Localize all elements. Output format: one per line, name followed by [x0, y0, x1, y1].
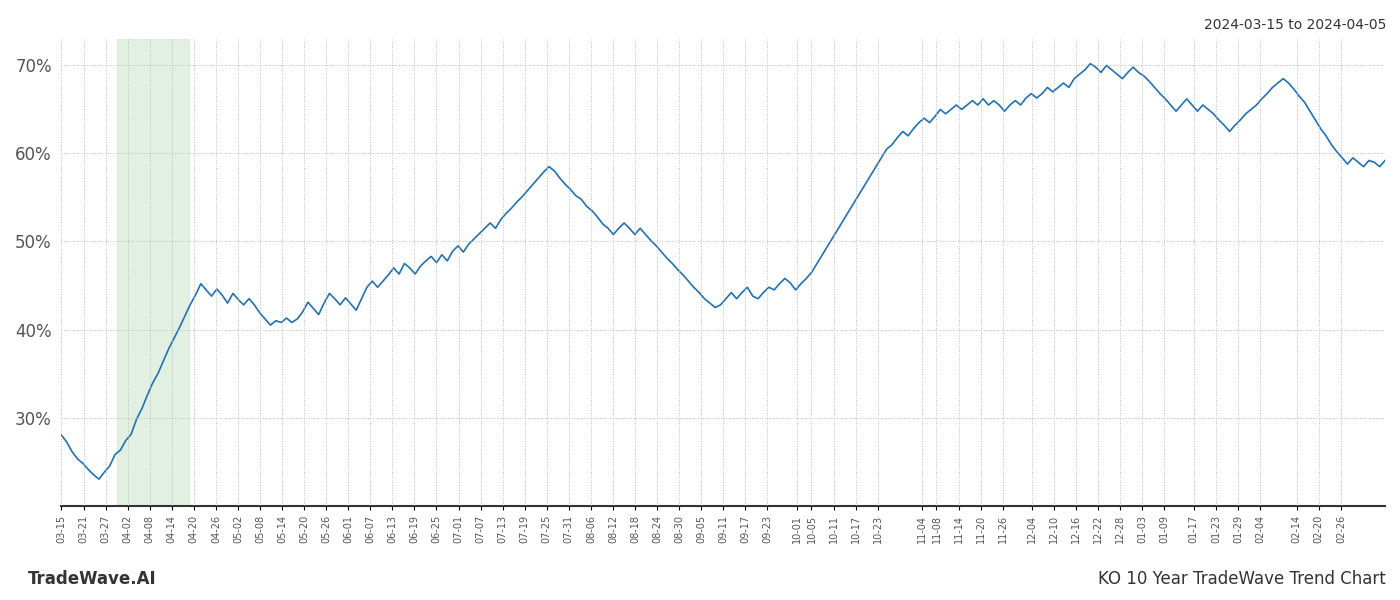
Text: 2024-03-15 to 2024-04-05: 2024-03-15 to 2024-04-05	[1204, 18, 1386, 32]
Text: TradeWave.AI: TradeWave.AI	[28, 570, 157, 588]
Text: KO 10 Year TradeWave Trend Chart: KO 10 Year TradeWave Trend Chart	[1098, 570, 1386, 588]
Bar	[118, 39, 189, 506]
